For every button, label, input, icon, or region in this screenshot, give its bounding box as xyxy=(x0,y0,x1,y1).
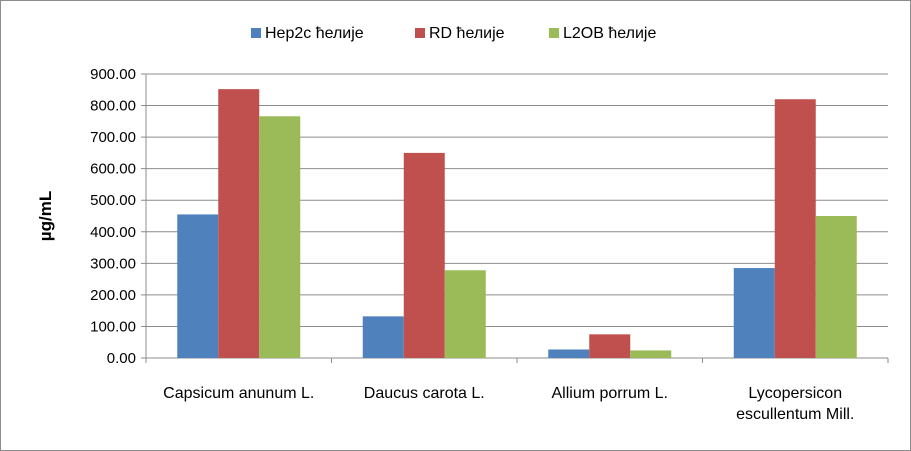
y-tick-label: 300.00 xyxy=(90,255,136,272)
bar-2-2 xyxy=(403,152,445,358)
bar-1-1 xyxy=(177,214,219,358)
y-tick-label: 900.00 xyxy=(90,66,136,83)
x-category-label: Capsicum anunum L. xyxy=(163,385,314,402)
bar-2-4 xyxy=(774,99,816,358)
y-tick-label: 200.00 xyxy=(90,287,136,304)
y-tick-label: 600.00 xyxy=(90,161,136,178)
x-category-label: Lycopersicon xyxy=(748,385,842,402)
bar-1-2 xyxy=(362,316,404,358)
legend-label: L2OB ћелије xyxy=(563,25,656,42)
bar-3-1 xyxy=(259,116,301,358)
legend-label: RD ћелије xyxy=(429,25,505,42)
y-tick-label: 500.00 xyxy=(90,192,136,209)
legend-label: Hep2c ћелије xyxy=(265,25,364,42)
bar-1-4 xyxy=(733,268,775,358)
x-category-label: Daucus carota L. xyxy=(364,385,485,402)
x-category-label: escullentum Mill. xyxy=(736,406,854,423)
legend-swatch xyxy=(549,28,559,38)
legend-swatch xyxy=(415,28,425,38)
x-category-label: Allium porrum L. xyxy=(552,385,668,402)
y-tick-label: 800.00 xyxy=(90,98,136,115)
y-axis-title: µg/mL xyxy=(36,191,55,241)
bar-3-3 xyxy=(630,350,672,358)
y-tick-label: 100.00 xyxy=(90,318,136,335)
bar-2-1 xyxy=(218,89,260,358)
bar-3-2 xyxy=(444,270,486,358)
y-tick-label: 700.00 xyxy=(90,129,136,146)
y-tick-label: 0.00 xyxy=(107,350,136,367)
bar-1-3 xyxy=(548,349,590,358)
legend-swatch xyxy=(251,28,261,38)
bar-2-3 xyxy=(589,334,631,358)
bar-3-4 xyxy=(815,216,857,358)
y-tick-label: 400.00 xyxy=(90,224,136,241)
